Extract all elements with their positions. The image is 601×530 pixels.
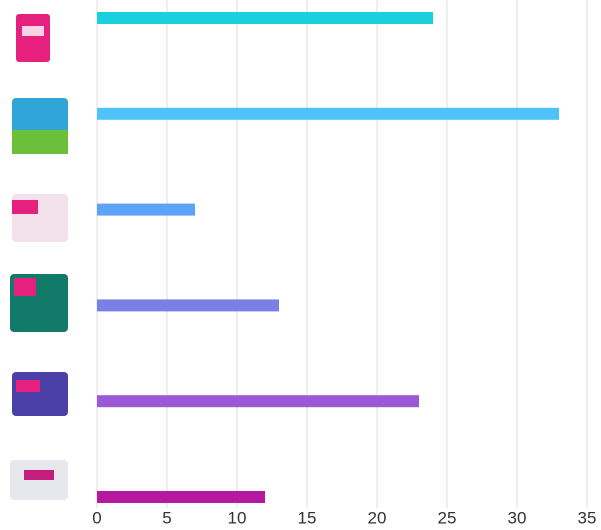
x-tick-label: 20 (368, 508, 387, 527)
product-icon (14, 278, 36, 296)
x-tick-label: 15 (298, 508, 317, 527)
bar (97, 299, 279, 312)
product-icon (12, 372, 68, 416)
product-icon (22, 26, 44, 36)
x-tick-label: 30 (508, 508, 527, 527)
bar (97, 491, 265, 503)
product-icon (16, 380, 40, 392)
product-icon (12, 200, 38, 214)
product-icon (16, 14, 50, 62)
bar (97, 203, 195, 216)
x-tick-label: 10 (228, 508, 247, 527)
bar (97, 107, 559, 120)
x-tick-label: 35 (578, 508, 597, 527)
bar (97, 12, 433, 24)
product-icons (10, 14, 68, 500)
x-tick-label: 25 (438, 508, 457, 527)
product-icon (12, 130, 68, 154)
x-tick-label: 0 (92, 508, 101, 527)
x-tick-label: 5 (162, 508, 171, 527)
bar (97, 395, 419, 408)
product-icon (24, 470, 54, 480)
